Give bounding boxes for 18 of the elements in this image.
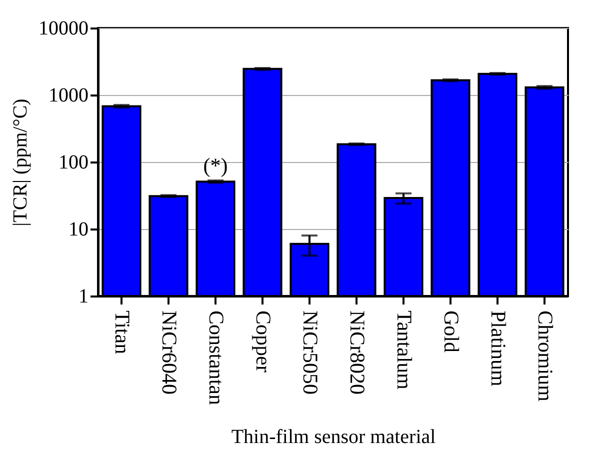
y-tick-label: 1 [78, 286, 88, 308]
y-tick-label: 10000 [38, 18, 88, 40]
x-tick-label: Constantan [204, 310, 228, 406]
x-tick-label: NiCr6040 [158, 310, 182, 394]
y-tick-label: 10 [68, 218, 88, 240]
x-tick-label: Chromium [534, 310, 558, 402]
x-tick-label: Copper [252, 310, 276, 372]
x-axis-title: Thin-film sensor material [231, 426, 436, 448]
x-tick-label: Platinum [486, 310, 510, 386]
y-tick-label: 1000 [48, 84, 88, 106]
x-tick-label: NiCr8020 [346, 310, 370, 394]
x-tick-label: Tantalum [392, 310, 416, 390]
y-tick-label: 100 [58, 152, 88, 174]
annotation: (*) [203, 153, 228, 178]
y-axis-title: |TCR| (ppm/°C) [10, 98, 32, 226]
x-tick-label: Titan [110, 310, 134, 355]
x-tick-label: Gold [440, 310, 464, 353]
x-tick-label: NiCr5050 [298, 310, 322, 394]
